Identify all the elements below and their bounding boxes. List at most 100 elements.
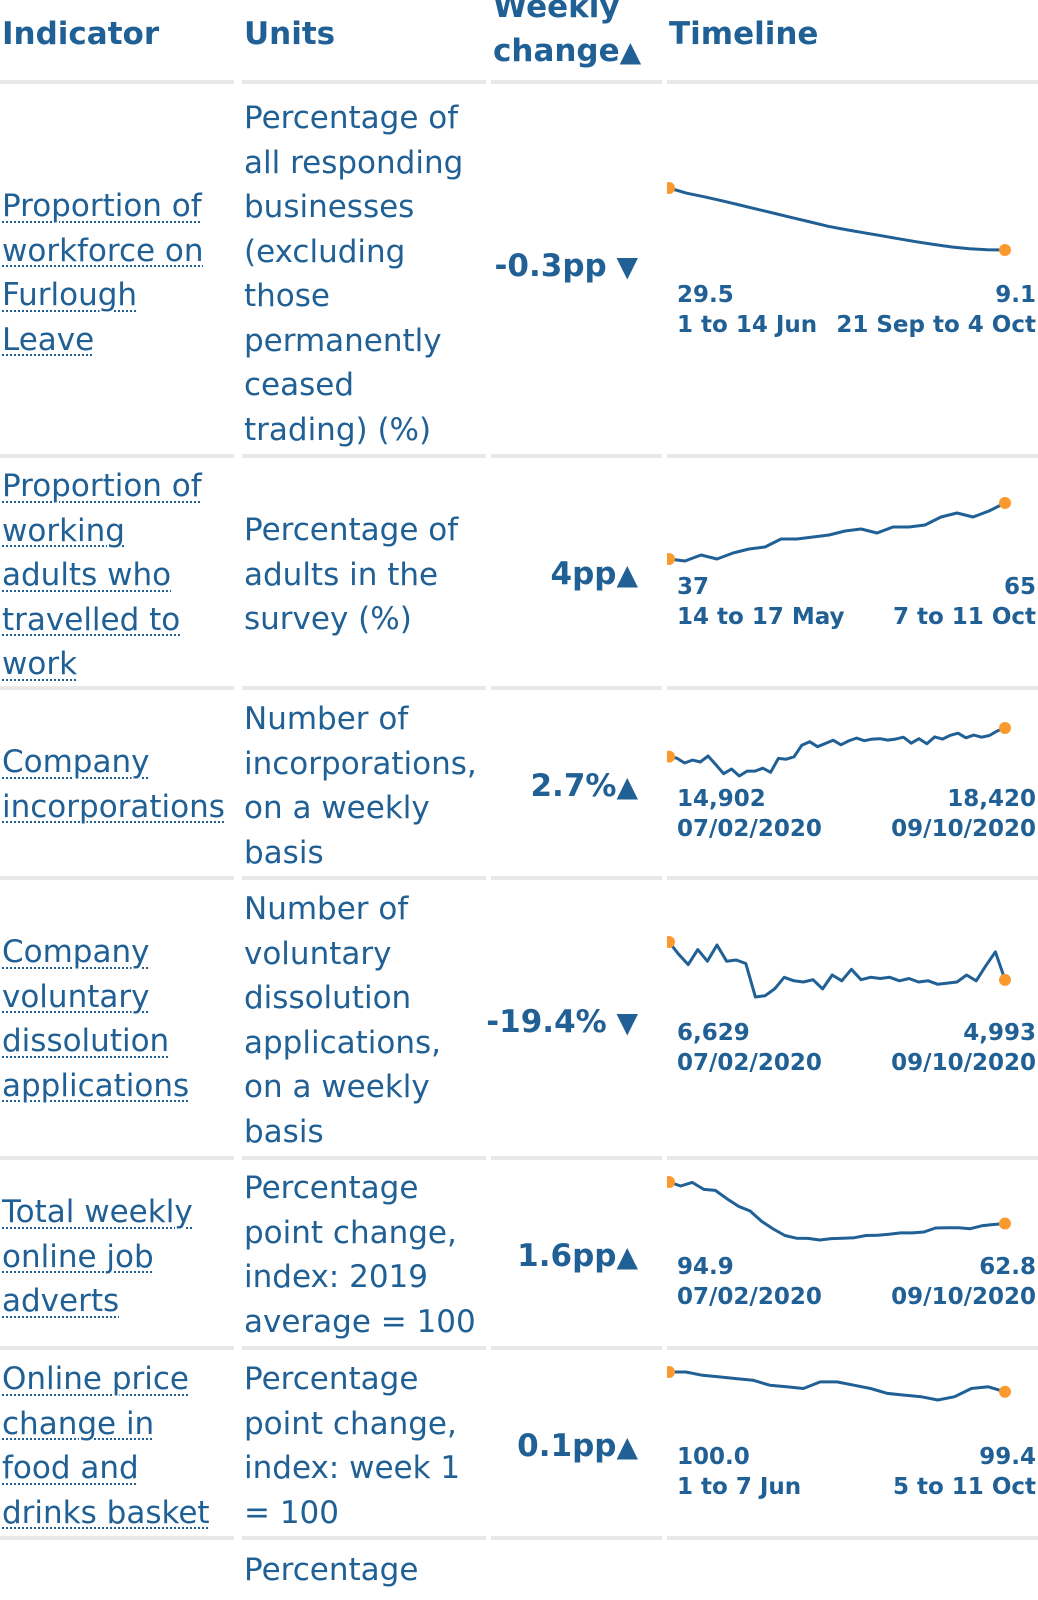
weekly-change-text: 4pp [550,556,617,592]
units-cell: Number of incorporations, on a weekly ba… [242,690,486,880]
timeline-start-date: 14 to 17 May [677,604,845,630]
timeline-sparkline [667,722,1011,778]
timeline-cell: 94.9 07/02/2020 62.8 09/10/2020 [667,1160,1038,1350]
timeline-end-value: 4,993 [963,1020,1036,1046]
header-weekly-change-label: Weekly change [493,0,620,69]
timeline-end-date: 21 Sep to 4 Oct [836,312,1036,338]
timeline-cell: 37 14 to 17 May 65 7 to 11 Oct [667,458,1038,690]
units-text: Percentage [244,1552,419,1588]
weekly-change-cell: -0.3pp ▼ [491,88,662,458]
timeline-end-date: 09/10/2020 [891,816,1036,842]
timeline-start-value: 14,902 [677,786,766,812]
timeline-sparkline [667,497,1011,565]
weekly-change-text: -0.3pp [494,248,607,284]
table-row: Company incorporations Number of incorpor… [0,690,1038,880]
timeline-cell: 14,902 07/02/2020 18,420 09/10/2020 [667,690,1038,880]
sparkline-series [668,1180,1006,1242]
timeline-sparkline [667,936,1011,999]
units-cell: Percentage of all responding businesses … [242,88,486,458]
timeline-end-value: 65 [1003,574,1036,600]
sparkline-end-marker [999,973,1011,986]
timeline-start-date: 07/02/2020 [677,816,822,842]
weekly-change-cell: -19.4% ▼ [486,880,662,1160]
weekly-change-cell: 2.7%▲ [491,690,662,880]
weekly-change-value: 2.7%▲ [530,768,638,804]
table-row: Percentage [0,1540,1038,1600]
timeline-start-date: 1 to 7 Jun [677,1474,802,1500]
weekly-change-value: 1.6pp▲ [517,1238,638,1274]
timeline-end-value: 9.1 [995,282,1036,308]
indicator-link[interactable]: Proportion of workforce on Furlough Leav… [2,188,204,358]
sparkline-series [667,941,1007,999]
indicator-link[interactable]: Online price change in food and drinks b… [2,1361,210,1531]
units-cell: Number of voluntary dissolution applicat… [242,880,486,1160]
weekly-change-text: -19.4% [486,1004,607,1040]
sparkline-start-marker [667,750,675,763]
sort-ascending-icon[interactable]: ▲ [619,35,642,68]
weekly-change-value: -19.4% ▼ [486,1004,638,1040]
timeline-cell: 29.5 1 to 14 Jun 9.1 21 Sep to 4 Oct [667,88,1038,458]
table-row: Total weekly online job adverts Percentag… [0,1160,1038,1350]
units-text: Percentage point change, index: 2019 ave… [244,1170,476,1340]
indicator-link[interactable]: Proportion of working adults who travell… [2,468,202,682]
timeline-start-value: 6,629 [677,1020,750,1046]
indicator-cell: Company voluntary dissolution applicatio… [0,880,234,1160]
sparkline-series [669,1370,1006,1402]
sparkline-end-marker [999,497,1011,509]
table-row: Proportion of workforce on Furlough Leav… [0,88,1038,458]
units-text: Percentage of adults in the survey (%) [244,512,459,637]
weekly-change-cell: 4pp▲ [491,458,662,690]
indicator-link[interactable]: Total weekly online job adverts [2,1194,193,1319]
table-header: Indicator Units Weekly change▲ Timeline [0,0,1038,86]
timeline-cell: 6,629 07/02/2020 4,993 09/10/2020 [667,880,1038,1160]
sparkline-start-marker [667,1176,675,1188]
units-cell: Percentage point change, index: 2019 ave… [242,1160,486,1350]
arrow-up-icon: ▲ [616,1240,638,1273]
indicator-cell: Online price change in food and drinks b… [0,1350,234,1540]
units-cell: Percentage of adults in the survey (%) [242,458,486,690]
arrow-down-icon: ▼ [606,250,638,283]
sparkline-series [668,501,1006,563]
timeline-end-value: 62.8 [979,1254,1036,1280]
table-row: Online price change in food and drinks b… [0,1350,1038,1540]
timeline-sparkline [667,1366,1011,1402]
sparkline-start-marker [667,936,675,948]
timeline-start-date: 07/02/2020 [677,1284,822,1310]
timeline-end-date: 09/10/2020 [891,1284,1036,1310]
units-text: Percentage of all responding businesses … [244,100,464,448]
timeline-sparkline [667,1176,1011,1242]
units-text: Percentage point change, index: week 1 =… [244,1361,461,1531]
timeline-start-date: 07/02/2020 [677,1050,822,1076]
weekly-change-text: 2.7% [530,768,617,804]
table-row: Company voluntary dissolution applicatio… [0,880,1038,1160]
indicator-cell: Proportion of working adults who travell… [0,458,234,690]
header-units: Units [242,0,486,84]
weekly-change-cell: 0.1pp▲ [491,1350,662,1540]
units-cell: Percentage [242,1540,486,1600]
weekly-change-value: 4pp▲ [551,556,639,592]
sparkline-start-marker [667,1366,675,1378]
weekly-change-value: 0.1pp▲ [517,1428,638,1464]
timeline-end-value: 99.4 [979,1444,1036,1470]
units-text: Number of incorporations, on a weekly ba… [244,701,477,871]
sparkline-start-marker [667,182,675,194]
timeline-start-date: 1 to 14 Jun [677,312,818,338]
weekly-change-text: 1.6pp [517,1238,617,1274]
sparkline-start-marker [667,553,675,565]
timeline-end-date: 09/10/2020 [891,1050,1036,1076]
indicator-link[interactable]: Company incorporations [2,744,225,825]
units-text: Number of voluntary dissolution applicat… [244,891,442,1150]
sparkline-end-marker [999,244,1011,256]
indicator-link[interactable]: Company voluntary dissolution applicatio… [2,934,190,1104]
weekly-change-text: 0.1pp [517,1428,617,1464]
weekly-change-value: -0.3pp ▼ [495,248,638,284]
header-weekly-change[interactable]: Weekly change▲ [491,0,662,84]
timeline-start-value: 94.9 [677,1254,734,1280]
arrow-up-icon: ▲ [616,770,638,803]
indicator-cell: Total weekly online job adverts [0,1160,234,1350]
timeline-end-date: 7 to 11 Oct [892,604,1036,630]
timeline-cell: 100.0 1 to 7 Jun 99.4 5 to 11 Oct [667,1350,1038,1540]
header-indicator: Indicator [0,0,234,84]
weekly-change-cell: 1.6pp▲ [491,1160,662,1350]
